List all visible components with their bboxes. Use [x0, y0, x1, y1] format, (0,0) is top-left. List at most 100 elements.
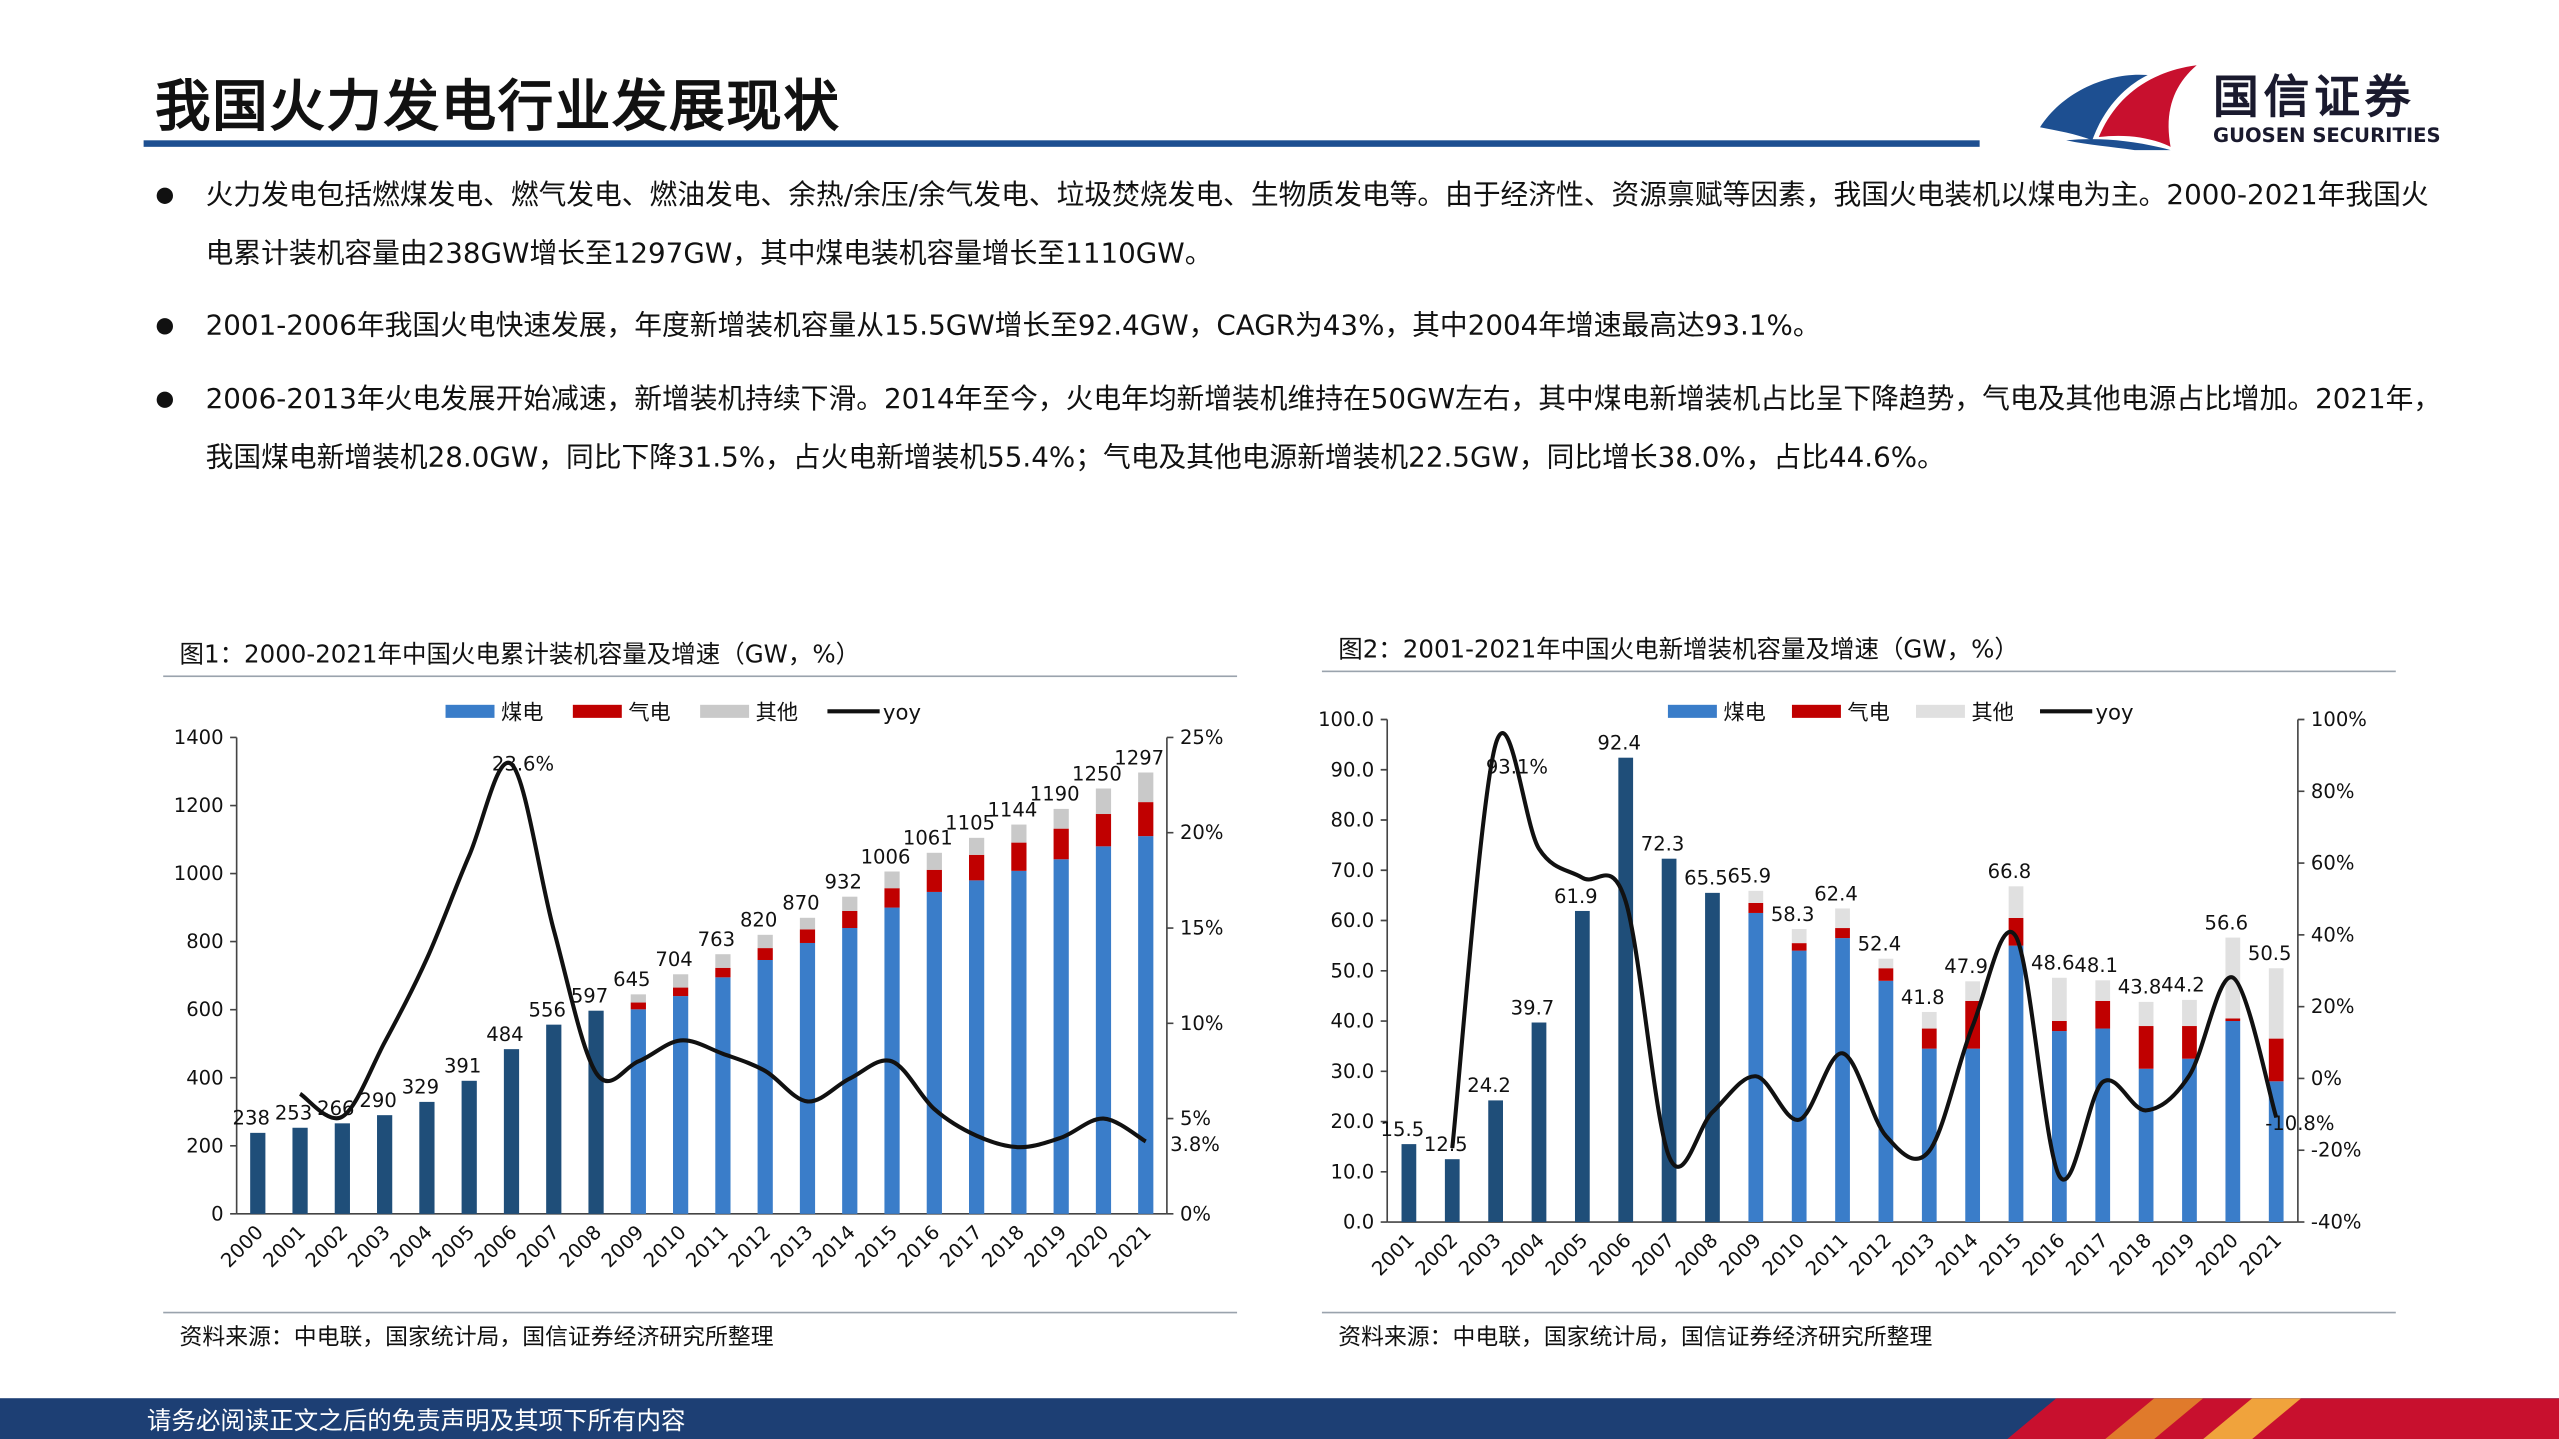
y-left-tick-label: 40.0 — [1331, 1010, 1375, 1033]
bar-value-label: 66.8 — [1988, 860, 2032, 883]
bar-coal — [1878, 980, 1894, 1223]
bar-gas — [757, 948, 773, 960]
y-left-tick-label: 1000 — [174, 862, 224, 885]
bar-value-label: 763 — [698, 928, 735, 951]
yoy-last-label: -10.8% — [2265, 1112, 2334, 1135]
bar-value-label: 556 — [529, 998, 566, 1021]
y-left-tick-label: 0 — [211, 1202, 223, 1225]
bar-gas — [1791, 943, 1807, 951]
bar-coal — [1618, 757, 1634, 1223]
bar-gas — [926, 869, 942, 892]
yoy-line — [1450, 731, 2279, 1182]
y-right-tick-label: 20% — [1180, 821, 1224, 844]
y-left-tick-label: 400 — [186, 1066, 223, 1089]
bar-coal — [1921, 1048, 1937, 1223]
bar-gas — [1835, 928, 1850, 939]
y-left-tick-label: 600 — [186, 998, 223, 1021]
legend-label: 煤电 — [501, 701, 543, 726]
bar-other — [2051, 977, 2067, 1022]
bar-value-label: 56.6 — [2205, 911, 2249, 934]
bar-value-label: 597 — [571, 985, 608, 1008]
bar-value-label: 1297 — [1114, 746, 1164, 769]
bar-gas — [2138, 1026, 2154, 1069]
x-tick-label: 2003 — [1454, 1229, 1506, 1280]
x-tick-label: 2007 — [1628, 1229, 1680, 1280]
bar-gas — [1921, 1028, 1937, 1049]
x-tick-label: 2007 — [512, 1221, 564, 1272]
y-right-tick-label: 100% — [2311, 708, 2367, 731]
bar-coal — [1488, 1100, 1503, 1223]
bar-gas — [1011, 842, 1027, 871]
bar-value-label: 15.5 — [1381, 1118, 1425, 1141]
bar-other — [630, 994, 646, 1003]
bar-value-label: 65.5 — [1684, 867, 1728, 890]
legend-label: yoy — [2096, 701, 2134, 726]
x-tick-label: 2020 — [1062, 1221, 1114, 1272]
bar-value-label: 1061 — [903, 827, 953, 850]
bar-other — [1011, 824, 1027, 843]
bar-coal — [1095, 846, 1112, 1214]
bar-coal — [1138, 836, 1154, 1214]
bar-value-label: 391 — [444, 1055, 481, 1078]
bar-other — [2268, 968, 2284, 1039]
y-left-tick-label: 200 — [186, 1134, 223, 1157]
x-tick-label: 2019 — [2148, 1229, 2200, 1280]
bar-gas — [2051, 1021, 2067, 1032]
x-tick-label: 2010 — [639, 1221, 691, 1272]
bar-value-label: 65.9 — [1727, 865, 1771, 888]
bar-value-label: 1190 — [1030, 783, 1080, 806]
x-tick-label: 2017 — [935, 1221, 987, 1272]
y-left-tick-label: 20.0 — [1331, 1110, 1375, 1133]
x-tick-label: 2015 — [851, 1221, 903, 1272]
bar-other — [1965, 981, 1981, 1001]
bar-value-label: 39.7 — [1511, 996, 1555, 1019]
bar-value-label: 238 — [233, 1107, 270, 1130]
x-tick-label: 2020 — [2191, 1229, 2243, 1280]
bar-other — [2138, 1001, 2154, 1027]
x-tick-label: 2006 — [1584, 1229, 1636, 1280]
bar-coal — [419, 1101, 435, 1214]
bar-other — [2182, 999, 2197, 1027]
y-left-tick-label: 60.0 — [1331, 909, 1375, 932]
bar-other — [715, 954, 731, 968]
y-right-tick-label: -20% — [2311, 1139, 2362, 1162]
bar-coal — [2182, 1058, 2197, 1223]
bar-value-label: 41.8 — [1901, 986, 1945, 1009]
x-tick-label: 2016 — [893, 1221, 945, 1272]
bar-value-label: 47.9 — [1944, 955, 1988, 978]
x-tick-label: 2009 — [597, 1221, 649, 1272]
x-tick-label: 2013 — [766, 1221, 818, 1272]
logo-name-en: GUOSEN SECURITIES — [2213, 123, 2441, 147]
logo-name-cn: 国信证券 — [2213, 70, 2416, 124]
x-tick-label: 2021 — [1104, 1221, 1156, 1272]
y-left-tick-label: 80.0 — [1331, 809, 1375, 832]
bar-coal — [842, 928, 858, 1214]
bar-coal — [2008, 945, 2024, 1223]
bar-coal — [1444, 1159, 1460, 1223]
bar-value-label: 253 — [275, 1102, 312, 1125]
yoy-peak-label: 23.6% — [492, 753, 554, 776]
bar-other — [1878, 958, 1894, 969]
bar-coal — [377, 1115, 393, 1214]
x-tick-label: 2018 — [2105, 1229, 2157, 1280]
bar-value-label: 50.5 — [2248, 942, 2292, 965]
legend-label: 煤电 — [1723, 701, 1765, 726]
bar-value-label: 92.4 — [1597, 732, 1641, 755]
bar-value-label: 932 — [825, 871, 862, 894]
bar-coal — [1053, 859, 1069, 1214]
y-left-tick-label: 10.0 — [1331, 1160, 1375, 1183]
bar-gas — [842, 910, 858, 929]
y-left-tick-label: 50.0 — [1331, 959, 1375, 982]
bar-coal — [799, 942, 816, 1214]
chart2-title-rule — [1321, 670, 2396, 673]
bar-other — [1095, 788, 1112, 815]
bar-other — [757, 934, 773, 949]
yoy-line — [298, 760, 1147, 1150]
bar-coal — [715, 977, 731, 1214]
bar-value-label: 44.2 — [2161, 974, 2205, 997]
x-tick-label: 2011 — [681, 1221, 733, 1272]
bar-other — [1921, 1011, 1937, 1029]
x-tick-label: 2001 — [259, 1221, 311, 1272]
bar-coal — [2225, 1021, 2241, 1223]
